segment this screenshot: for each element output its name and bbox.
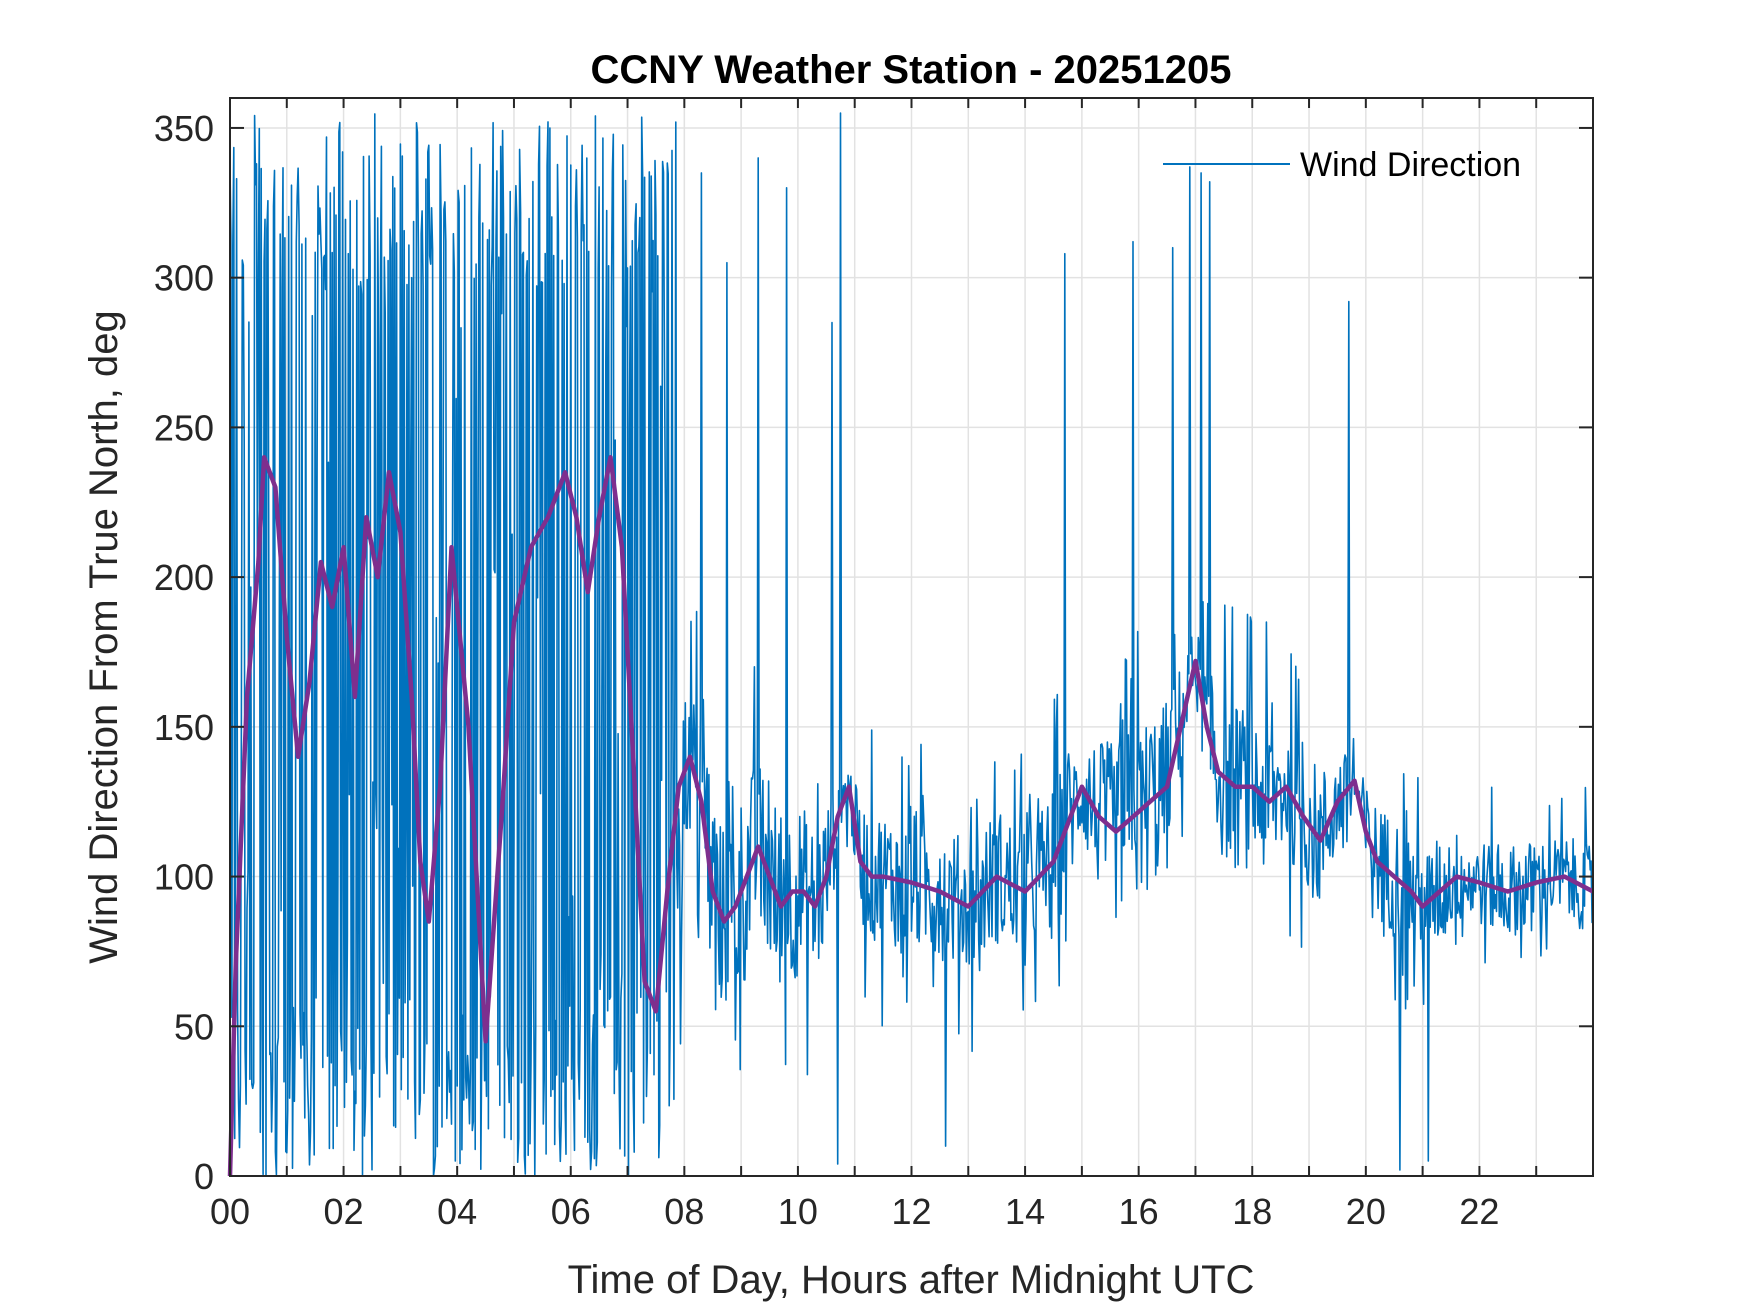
x-tick-label: 08 [664, 1191, 704, 1232]
ticks [229, 98, 1594, 1177]
wind-direction-line [229, 112, 1594, 1177]
y-axis-label: Wind Direction From True North, deg [82, 310, 126, 964]
y-tick-label: 200 [154, 557, 214, 598]
legend-label-wind-direction: Wind Direction [1300, 146, 1521, 184]
x-tick-label: 18 [1232, 1191, 1272, 1232]
y-tick-labels: 0 50 100 150 200 250 300 350 [154, 108, 214, 1197]
x-tick-label: 20 [1346, 1191, 1386, 1232]
running-average-line [227, 455, 1595, 1177]
x-tick-label: 10 [778, 1191, 818, 1232]
x-tick-label: 12 [891, 1191, 931, 1232]
y-tick-label: 350 [154, 108, 214, 149]
y-tick-label: 50 [174, 1006, 214, 1047]
y-tick-label: 100 [154, 857, 214, 898]
x-axis-label: Time of Day, Hours after Midnight UTC [568, 1258, 1255, 1302]
y-tick-label: 250 [154, 407, 214, 448]
x-tick-label: 00 [210, 1191, 250, 1232]
y-tick-label: 300 [154, 258, 214, 299]
chart-title: CCNY Weather Station - 20251205 [591, 48, 1232, 92]
series-running-average [227, 455, 1595, 1177]
y-tick-label: 150 [154, 707, 214, 748]
x-tick-label: 16 [1119, 1191, 1159, 1232]
x-tick-label: 22 [1459, 1191, 1499, 1232]
series-wind-direction [229, 112, 1594, 1177]
x-tick-labels: 00 02 04 06 08 10 12 14 16 18 20 22 [210, 1191, 1499, 1232]
legend: Wind Direction [1163, 146, 1521, 184]
x-tick-label: 04 [437, 1191, 477, 1232]
x-tick-label: 14 [1005, 1191, 1045, 1232]
y-tick-label: 0 [194, 1156, 214, 1197]
x-tick-label: 02 [324, 1191, 364, 1232]
x-tick-label: 06 [551, 1191, 591, 1232]
